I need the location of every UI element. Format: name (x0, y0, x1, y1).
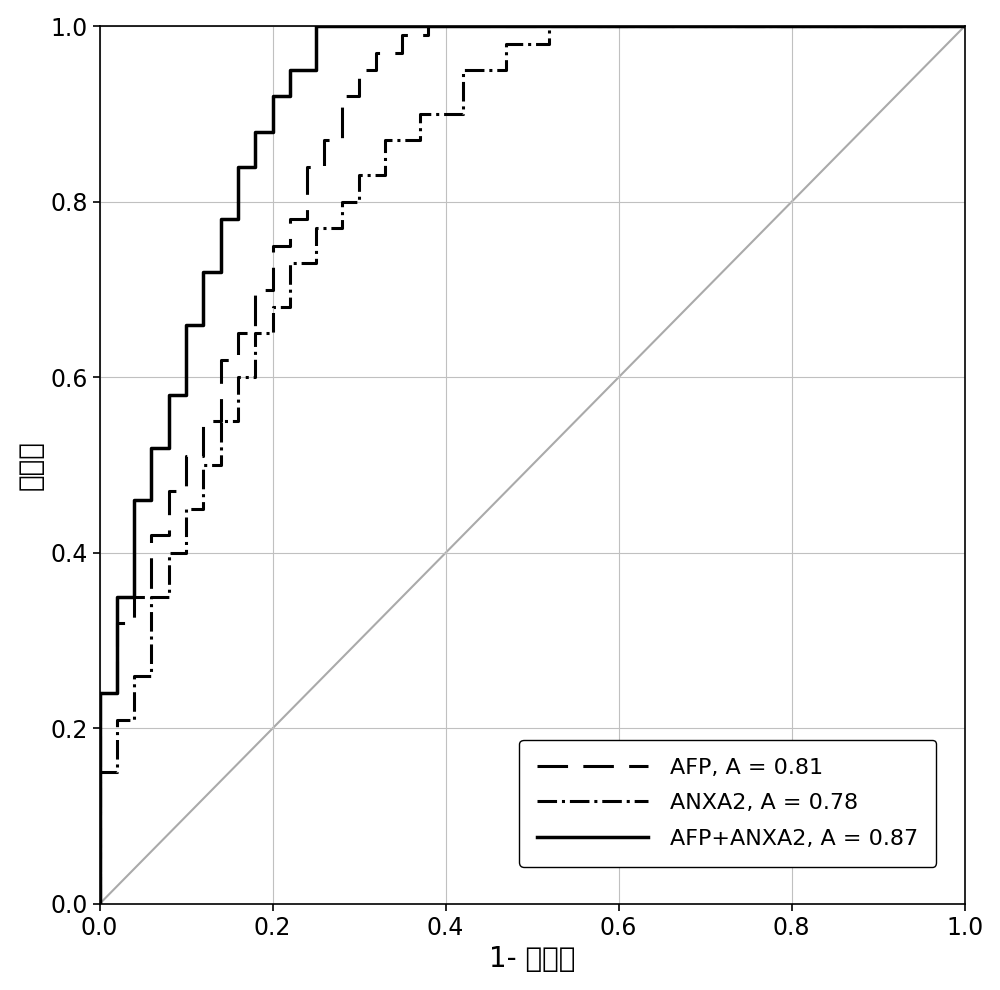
Y-axis label: 灵敏度: 灵敏度 (17, 441, 45, 490)
X-axis label: 1- 特异度: 1- 特异度 (489, 945, 575, 973)
Legend: AFP, A = 0.81, ANXA2, A = 0.78, AFP+ANXA2, A = 0.87: AFP, A = 0.81, ANXA2, A = 0.78, AFP+ANXA… (519, 740, 936, 866)
